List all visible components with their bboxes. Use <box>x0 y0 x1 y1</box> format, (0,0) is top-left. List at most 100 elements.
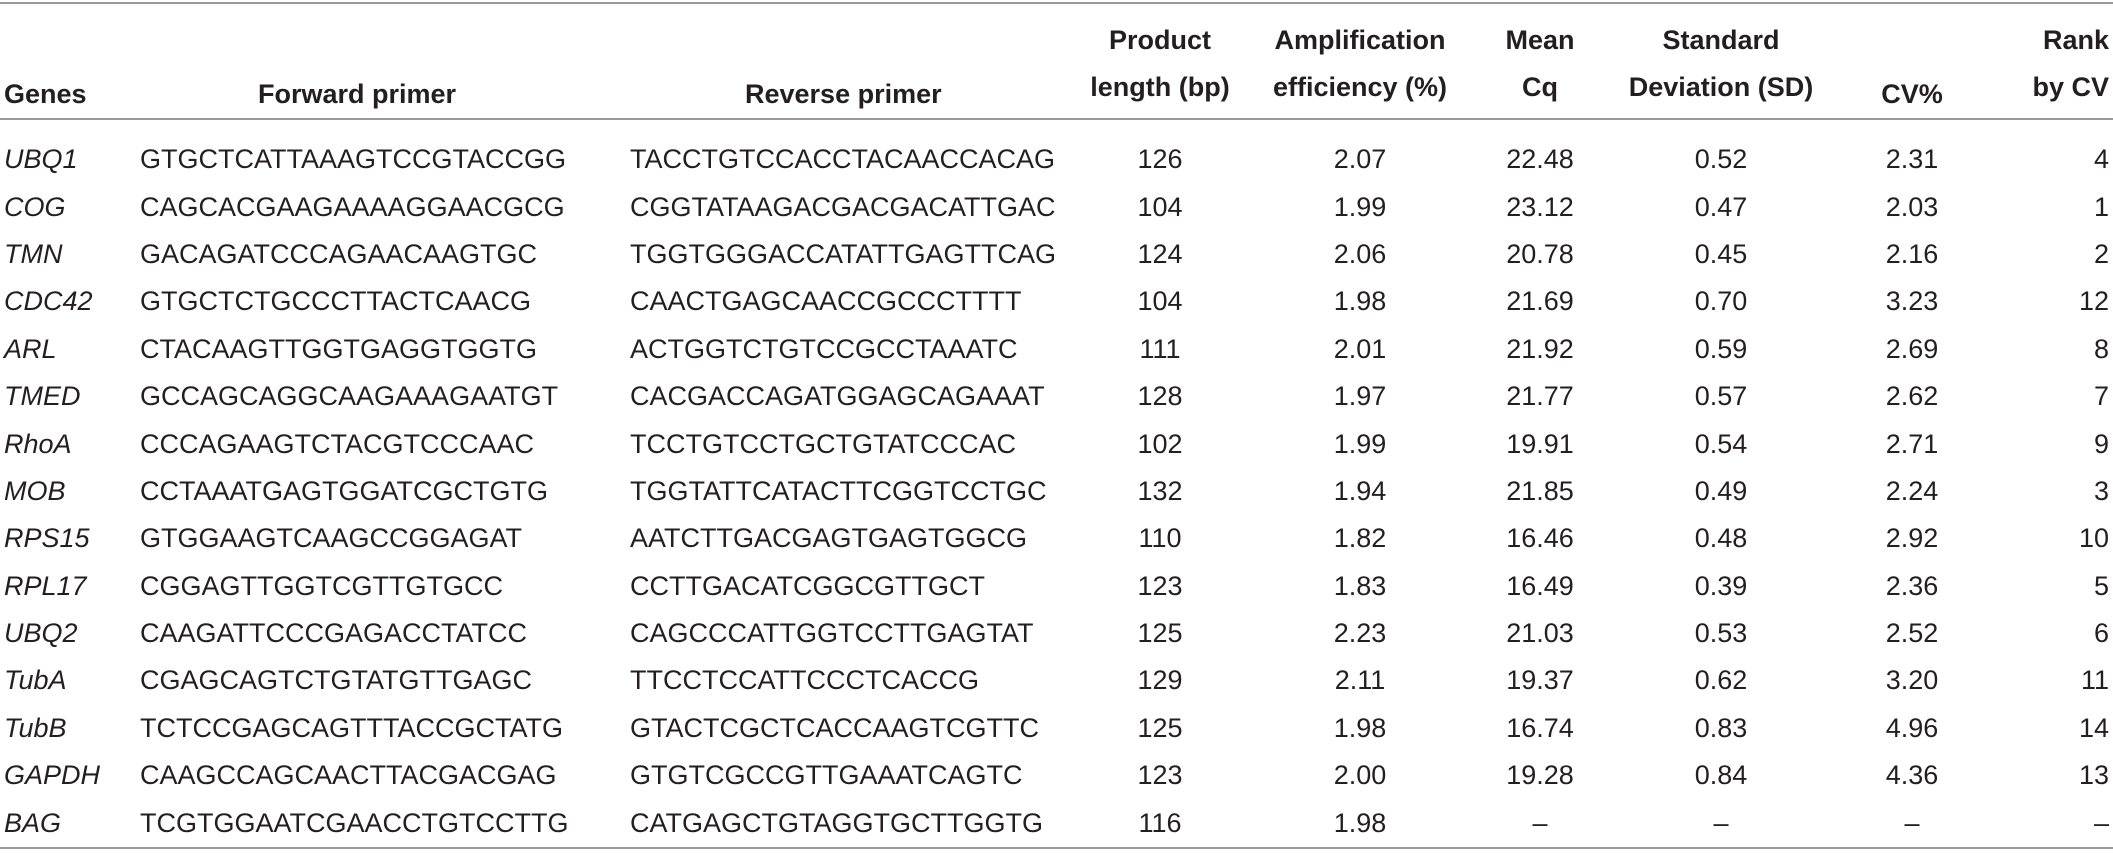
mean-cq-cell: 21.85 <box>1506 475 1574 506</box>
cv-cell: 2.24 <box>1885 475 1939 506</box>
efficiency-cell: 1.99 <box>1333 191 1387 222</box>
cv-cell: 2.03 <box>1885 191 1939 222</box>
rank-cell: 5 <box>2093 570 2109 601</box>
table-row: GAPDH CAAGCCAGCAACTTACGACGAG GTGTCGCCGTTGA… <box>0 752 2113 799</box>
reverse-primer-cell: CACGACCAGATGGAGCAGAAAT <box>630 381 1045 412</box>
product-length-cell: 104 <box>1137 191 1183 222</box>
reverse-primer-cell: AATCTTGACGAGTGAGTGGCG <box>630 523 1028 554</box>
header-cv: CV% <box>1881 79 1943 109</box>
product-length-cell: 104 <box>1137 286 1183 317</box>
gene-cell: UBQ1 <box>4 144 78 175</box>
cv-cell: 2.69 <box>1885 333 1939 364</box>
reverse-primer-cell: TCCTGTCCTGCTGTATCCCAC <box>630 428 1016 459</box>
reverse-primer-cell: CAGCCCATTGGTCCTTGAGTAT <box>630 618 1034 649</box>
header-reverse-primer: Reverse primer <box>745 79 942 109</box>
table-row: RPS15 GTGGAAGTCAAGCCGGAGAT AATCTTGACGAGTGA… <box>0 515 2113 562</box>
cv-cell: 2.71 <box>1885 428 1939 459</box>
sd-cell: 0.57 <box>1694 381 1748 412</box>
rank-cell: 13 <box>2078 760 2109 791</box>
table-row: BAG TCGTGGAATCGAACCTGTCCTTG CATGAGCTGTAGGT… <box>0 799 2113 846</box>
sd-cell: 0.54 <box>1694 428 1748 459</box>
rank-cell: 7 <box>2093 381 2109 412</box>
efficiency-cell: 2.11 <box>1334 665 1386 696</box>
mean-cq-cell: 21.77 <box>1506 381 1574 412</box>
reverse-primer-cell: GTGTCGCCGTTGAAATCAGTC <box>630 760 1023 791</box>
table-row: COG CAGCACGAAGAAAAGGAACGCG CGGTATAAGACGACG… <box>0 183 2113 230</box>
product-length-cell: 111 <box>1139 333 1181 364</box>
cv-cell: 2.31 <box>1885 144 1939 175</box>
gene-cell: CDC42 <box>4 286 93 317</box>
reverse-primer-cell: ACTGGTCTGTCCGCCTAAATC <box>630 333 1018 364</box>
header-rank-by-cv: Rank by CV <box>2032 25 2109 102</box>
forward-primer-cell: CGAGCAGTCTGTATGTTGAGC <box>140 665 532 696</box>
header-genes: Genes <box>4 79 87 109</box>
cv-cell: 2.52 <box>1885 618 1939 649</box>
cv-cell: 4.36 <box>1885 760 1939 791</box>
forward-primer-cell: CGGAGTTGGTCGTTGTGCC <box>140 570 503 601</box>
product-length-cell: 110 <box>1138 523 1182 554</box>
mean-cq-cell: – <box>1532 807 1548 838</box>
forward-primer-cell: TCTCCGAGCAGTTTACCGCTATG <box>140 712 563 743</box>
sd-cell: 0.83 <box>1694 712 1748 743</box>
mean-cq-cell: 19.28 <box>1506 760 1574 791</box>
efficiency-cell: 2.01 <box>1333 333 1387 364</box>
mean-cq-cell: 21.69 <box>1506 286 1574 317</box>
reverse-primer-cell: CATGAGCTGTAGGTGCTTGGTG <box>630 807 1043 838</box>
gene-cell: TubB <box>4 712 67 743</box>
table-row: TubA CGAGCAGTCTGTATGTTGAGC TTCCTCCATTCCCTC… <box>0 657 2113 704</box>
gene-cell: TubA <box>4 665 67 696</box>
efficiency-cell: 1.99 <box>1333 428 1387 459</box>
gene-cell: COG <box>4 191 66 222</box>
header-amplification-efficiency: Amplification efficiency (%) <box>1272 25 1448 102</box>
product-length-cell: 125 <box>1137 618 1183 649</box>
header-mean-cq: Mean Cq <box>1505 25 1575 102</box>
reverse-primer-cell: CGGTATAAGACGACGACATTGAC <box>630 191 1056 222</box>
cv-cell: 2.62 <box>1885 381 1939 412</box>
table-row: UBQ2 CAAGATTCCCGAGACCTATCC CAGCCCATTGGTCCT… <box>0 610 2113 657</box>
sd-cell: 0.39 <box>1694 570 1748 601</box>
product-length-cell: 132 <box>1137 475 1183 506</box>
rank-cell: – <box>2093 807 2109 838</box>
gene-cell: ARL <box>4 333 57 364</box>
forward-primer-cell: CAAGCCAGCAACTTACGACGAG <box>140 760 557 791</box>
product-length-cell: 123 <box>1137 760 1183 791</box>
table-row: UBQ1 GTGCTCATTAAAGTCCGTACCGG TACCTGTCCACCT… <box>0 128 2113 183</box>
forward-primer-cell: CCTAAATGAGTGGATCGCTGTG <box>140 475 548 506</box>
header-standard-deviation: Standard Deviation (SD) <box>1628 25 1814 102</box>
efficiency-cell: 1.83 <box>1333 570 1387 601</box>
sd-cell: 0.70 <box>1694 286 1748 317</box>
mean-cq-cell: 20.78 <box>1506 238 1574 269</box>
gene-cell: BAG <box>4 807 62 838</box>
reverse-primer-cell: TTCCTCCATTCCCTCACCG <box>630 665 979 696</box>
product-length-cell: 126 <box>1137 144 1183 175</box>
efficiency-cell: 2.07 <box>1333 144 1387 175</box>
forward-primer-cell: GTGCTCATTAAAGTCCGTACCGG <box>140 144 566 175</box>
sd-cell: 0.53 <box>1694 618 1748 649</box>
cv-cell: 2.92 <box>1885 523 1939 554</box>
sd-cell: 0.84 <box>1694 760 1748 791</box>
product-length-cell: 125 <box>1137 712 1183 743</box>
header-forward-primer: Forward primer <box>258 79 457 109</box>
mean-cq-cell: 23.12 <box>1506 191 1574 222</box>
table-row: RPL17 CGGAGTTGGTCGTTGTGCC CCTTGACATCGGCGTT… <box>0 563 2113 610</box>
rank-cell: 14 <box>2078 712 2109 743</box>
cv-cell: 3.20 <box>1885 665 1939 696</box>
gene-cell: MOB <box>4 475 66 506</box>
mean-cq-cell: 16.74 <box>1506 712 1574 743</box>
efficiency-cell: 2.23 <box>1333 618 1387 649</box>
product-length-cell: 116 <box>1138 807 1182 838</box>
gene-cell: RPL17 <box>4 570 87 601</box>
forward-primer-cell: TCGTGGAATCGAACCTGTCCTTG <box>140 807 569 838</box>
reverse-primer-cell: CAACTGAGCAACCGCCCTTTT <box>630 286 1022 317</box>
mean-cq-cell: 16.49 <box>1506 570 1574 601</box>
reverse-primer-cell: TACCTGTCCACCTACAACCACAG <box>630 144 1056 175</box>
reverse-primer-cell: GTACTCGCTCACCAAGTCGTTC <box>630 712 1039 743</box>
mean-cq-cell: 19.37 <box>1506 665 1574 696</box>
mean-cq-cell: 16.46 <box>1506 523 1574 554</box>
cv-cell: 3.23 <box>1885 286 1939 317</box>
rank-cell: 6 <box>2093 618 2109 649</box>
rank-cell: 3 <box>2093 475 2109 506</box>
efficiency-cell: 1.98 <box>1333 286 1387 317</box>
gene-cell: TMN <box>4 238 63 269</box>
